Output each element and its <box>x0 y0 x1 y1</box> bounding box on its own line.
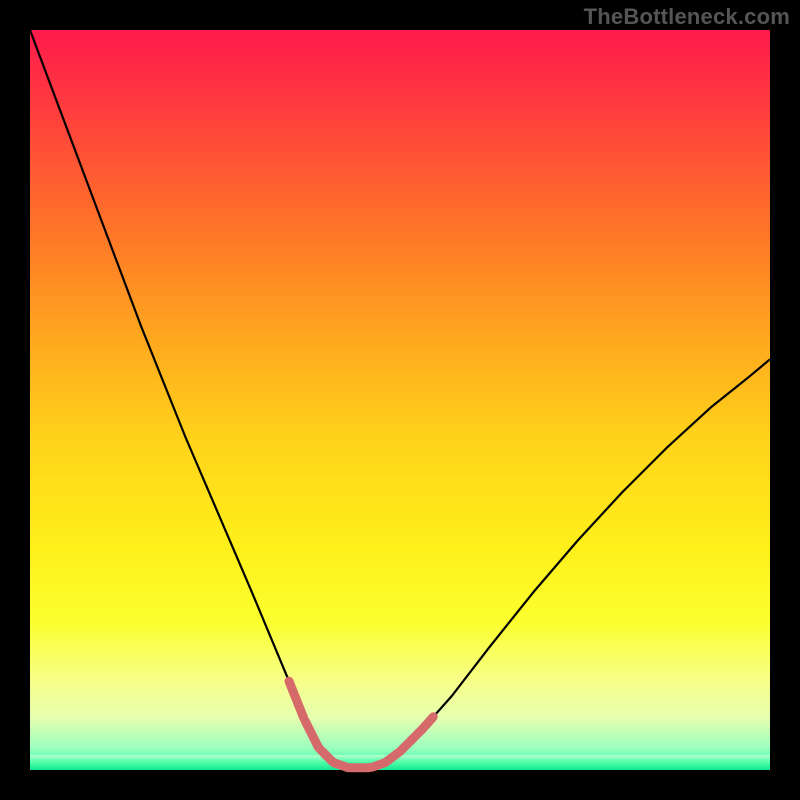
chart-plot-area <box>30 30 770 770</box>
chart-baseline-band <box>30 755 770 770</box>
chart-stage: TheBottleneck.com <box>0 0 800 800</box>
watermark-label: TheBottleneck.com <box>584 4 790 30</box>
